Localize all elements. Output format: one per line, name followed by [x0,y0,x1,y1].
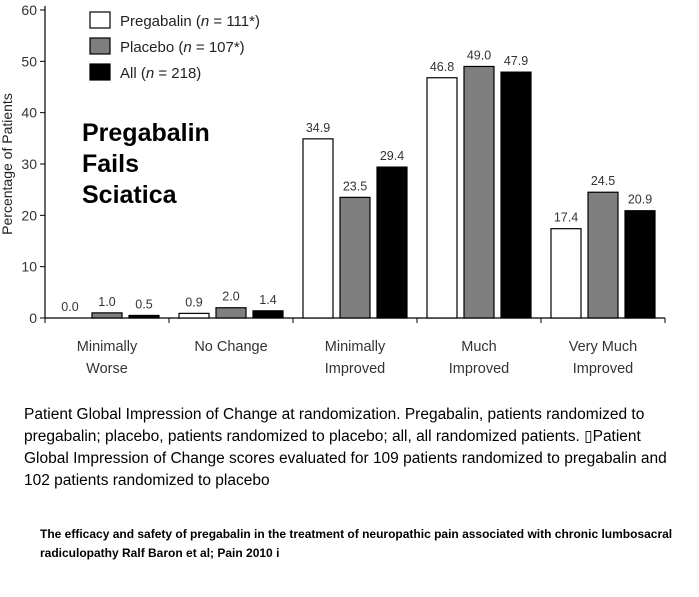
bar-value-label: 0.5 [135,297,152,311]
bar-value-label: 2.0 [222,290,239,304]
bar [587,191,619,319]
bar-value-label: 47.9 [504,54,528,68]
bar [252,310,284,319]
overlay-headline: Pregabalin Fails Sciatica [82,118,210,211]
legend-swatch [89,11,111,29]
overlay-line: Fails [82,150,139,178]
y-tick-label: 50 [21,53,37,69]
bar [339,196,371,319]
bar [215,307,247,319]
bar-value-label: 49.0 [467,48,491,62]
bar-value-label: 46.8 [430,60,454,74]
chart-axes: 0 10 20 30 40 50 60 Percentage of Patients [0,2,666,326]
y-tick-label: 20 [21,207,37,223]
x-category-label: Worse [86,361,128,377]
bar-value-label: 34.9 [306,121,330,135]
bar-value-label: 23.5 [343,179,367,193]
x-category-label: Very Much [569,339,638,355]
overlay-line: Sciatica [82,181,177,209]
bar-value-label: 17.4 [554,211,578,225]
bar [550,228,582,319]
x-category-label: No Change [194,339,267,355]
chart-data-labels: 0.0 1.0 0.5 0.9 2.0 1.4 34.9 23.5 29.4 46.8 49.0 47… [61,48,652,314]
figure-citation: The efficacy and safety of pregabalin in… [40,527,673,560]
chart-legend: Pregabalin (n = 111*) Placebo (n = 107*) A… [89,11,260,82]
y-tick-label: 40 [21,105,37,121]
chart-category-labels: Minimally Worse No Change Minimally Improved… [77,339,637,377]
legend-entry: All (n = 218) [120,65,201,82]
legend-swatch [89,63,111,81]
bar-value-label: 1.0 [98,295,115,309]
bar [302,138,334,319]
y-tick-label: 30 [21,156,37,172]
x-category-label: Improved [325,361,385,377]
bar-chart: 0 10 20 30 40 50 60 Percentage of Patients 0.0 1… [0,2,666,377]
bar-value-label: 0.0 [61,300,78,314]
bar [178,312,210,319]
chart-bars [91,65,656,319]
legend-entry: Placebo (n = 107*) [120,39,245,56]
y-tick-label: 60 [21,2,37,18]
y-axis-label: Percentage of Patients [0,93,15,235]
legend-entry: Pregabalin (n = 111*) [120,13,260,30]
x-category-label: Minimally [77,339,138,355]
bar [500,71,532,319]
figure-caption: Patient Global Impression of Change at r… [24,406,667,489]
y-tick-label: 0 [29,310,37,326]
bar-value-label: 0.9 [185,295,202,309]
bar-value-label: 1.4 [259,293,276,307]
x-category-label: Much [461,339,496,355]
bar-value-label: 24.5 [591,174,615,188]
legend-swatch [89,37,111,55]
x-category-label: Improved [573,361,633,377]
bar-value-label: 20.9 [628,193,652,207]
bar [91,312,123,319]
x-category-label: Minimally [325,339,386,355]
bar [128,314,160,319]
overlay-line: Pregabalin [82,119,210,147]
bar-value-label: 29.4 [380,149,404,163]
bar [426,77,458,319]
x-category-label: Improved [449,361,509,377]
bar [376,166,408,319]
bar [624,210,656,319]
y-tick-label: 10 [21,259,37,275]
bar [463,65,495,319]
